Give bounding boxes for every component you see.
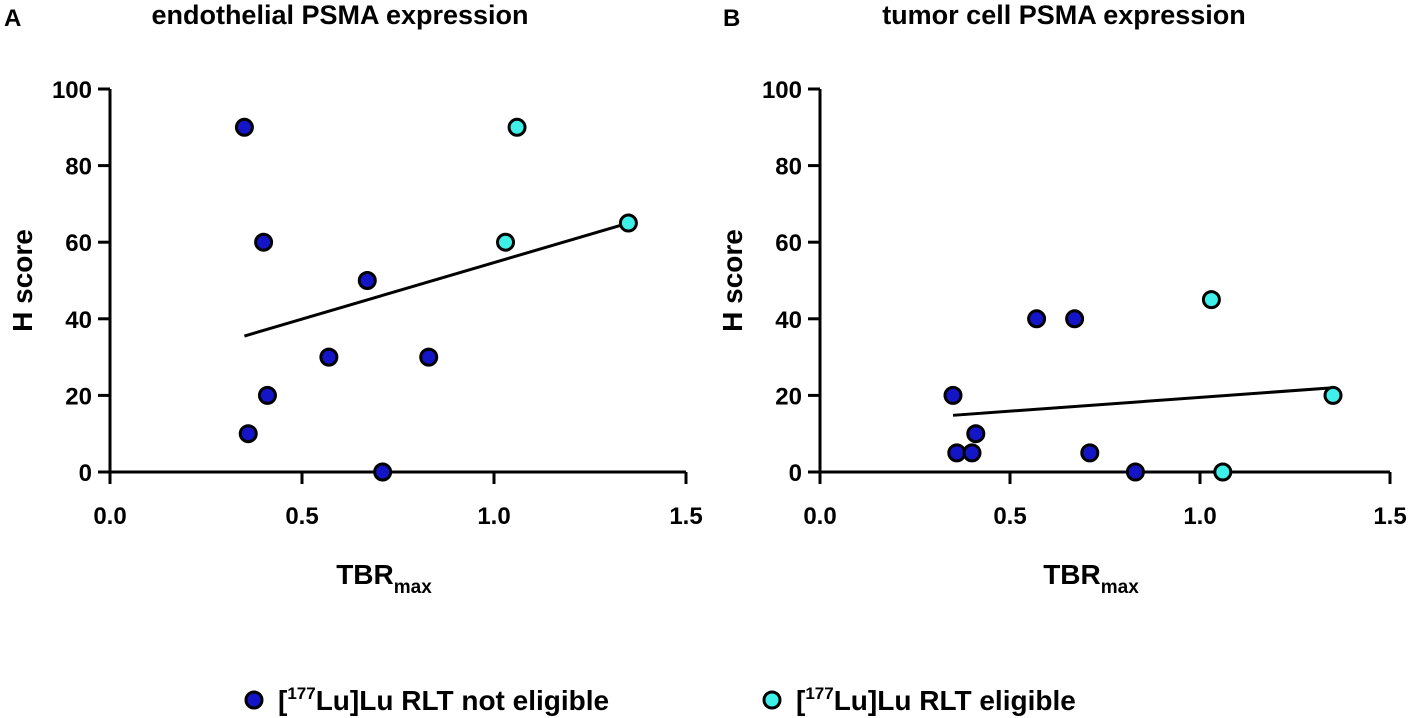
x-tick-label: 1.5	[669, 503, 702, 530]
data-point	[319, 347, 339, 367]
x-axis-label-main: TBR	[1043, 559, 1101, 590]
legend-marker	[762, 690, 782, 710]
data-point	[618, 213, 638, 233]
data-point	[1213, 462, 1233, 482]
legend-label-sup: 177	[287, 684, 315, 703]
data-point	[1125, 462, 1145, 482]
x-tick-label: 1.0	[1183, 503, 1216, 530]
legend-item-eligible: [177Lu]Lu RLT eligible	[762, 684, 1076, 716]
legend-label: [177Lu]Lu RLT not eligible	[278, 684, 609, 716]
data-point	[254, 232, 274, 252]
regression-line	[952, 386, 1334, 417]
data-point	[357, 271, 377, 290]
data-point	[1201, 290, 1221, 310]
x-axis-label-sub: max	[394, 577, 432, 598]
y-tick-label: 20	[65, 383, 92, 410]
series-eligible	[1201, 290, 1343, 482]
regression-line	[243, 221, 629, 338]
data-point	[234, 117, 254, 137]
y-tick-label: 40	[775, 307, 802, 334]
legend: [177Lu]Lu RLT not eligible [177Lu]Lu RLT …	[244, 684, 1076, 716]
data-point	[257, 385, 277, 405]
data-point	[238, 424, 258, 444]
x-tick-label: 0.5	[993, 503, 1026, 530]
y-tick-label: 80	[775, 154, 802, 181]
data-point	[373, 462, 393, 482]
y-tick-label: 40	[65, 307, 92, 334]
x-axis-label-sub: max	[1101, 577, 1139, 598]
y-tick-label: 0	[79, 460, 92, 487]
data-point	[947, 443, 967, 463]
legend-label-open: [	[796, 685, 805, 716]
panel-letter: B	[723, 5, 740, 32]
data-point	[966, 424, 986, 444]
x-tick-label: 0.5	[285, 503, 318, 530]
x-tick-label: 0.0	[93, 503, 126, 530]
x-tick-label: 1.0	[477, 503, 510, 530]
y-tick-label: 100	[52, 77, 92, 104]
chart-title: tumor cell PSMA expression	[882, 0, 1246, 30]
x-tick-label: 0.0	[803, 503, 836, 530]
series-not-eligible	[234, 117, 439, 482]
data-point	[1323, 385, 1343, 405]
legend-label-rest: Lu]Lu RLT eligible	[834, 685, 1076, 716]
data-point	[1080, 443, 1100, 463]
x-axis-label: TBRmax	[336, 559, 432, 598]
data-point	[962, 443, 982, 463]
series-eligible	[496, 117, 638, 252]
legend-label-open: [	[278, 685, 287, 716]
legend-label: [177Lu]Lu RLT eligible	[796, 684, 1076, 716]
legend-item-not-eligible: [177Lu]Lu RLT not eligible	[244, 684, 609, 716]
series-not-eligible	[943, 309, 1145, 482]
data-point	[507, 117, 527, 137]
data-point	[419, 347, 439, 367]
data-point	[943, 385, 963, 405]
y-tick-label: 80	[65, 154, 92, 181]
x-tick-label: 1.5	[1373, 503, 1406, 530]
y-tick-label: 60	[65, 230, 92, 257]
y-tick-label: 60	[775, 230, 802, 257]
legend-label-rest: Lu]Lu RLT not eligible	[316, 685, 609, 716]
y-axis-label: H score	[717, 229, 748, 332]
legend-marker	[244, 690, 264, 710]
chart-title: endothelial PSMA expression	[151, 0, 528, 30]
y-tick-label: 100	[762, 77, 802, 104]
data-point	[1065, 309, 1085, 329]
data-point	[496, 232, 516, 252]
y-tick-label: 20	[775, 383, 802, 410]
x-axis-label-main: TBR	[336, 559, 394, 590]
data-point	[1027, 309, 1047, 329]
legend-label-sup: 177	[805, 684, 833, 703]
y-axis-label: H score	[7, 229, 38, 332]
x-axis-label: TBRmax	[1043, 559, 1139, 598]
panel-letter: A	[4, 5, 21, 32]
y-tick-label: 0	[789, 460, 802, 487]
